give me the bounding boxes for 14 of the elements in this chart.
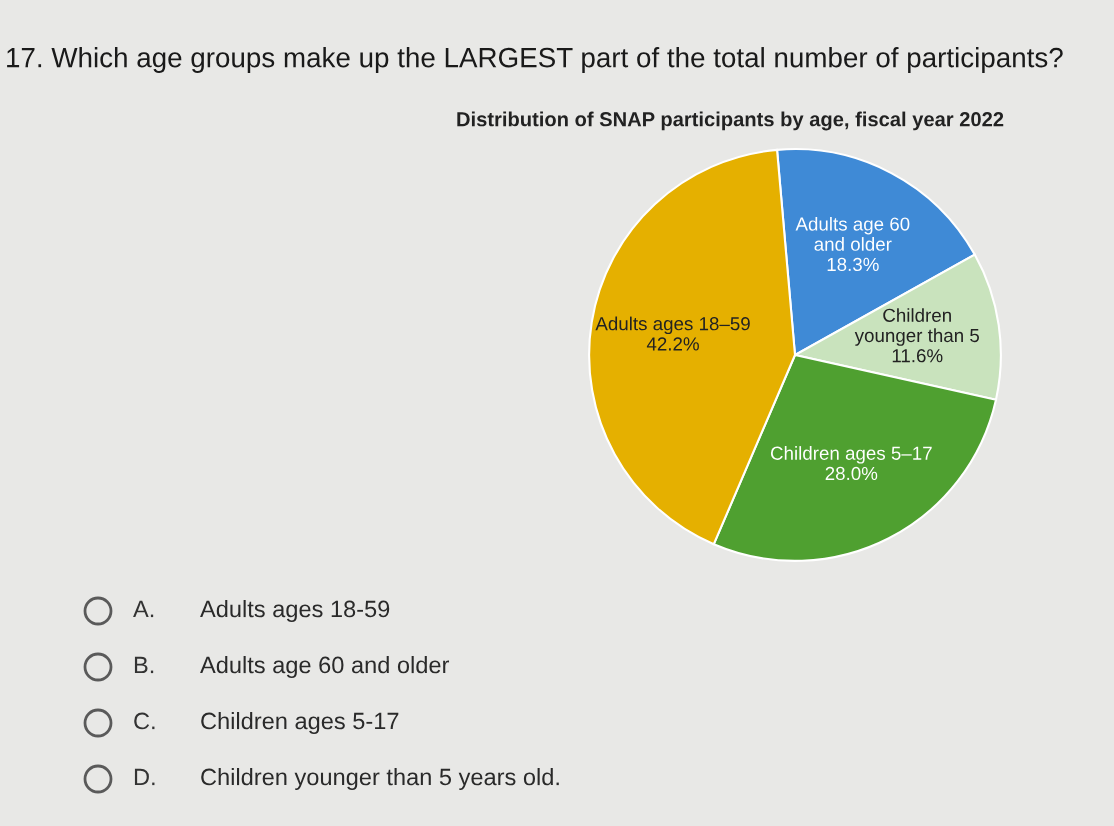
text: 17. Which age groups make up the LARGEST part of the total number of participants?	[7, 47, 1063, 73]
text: D. Children younger than 5 years old.	[134, 768, 559, 791]
data-label: 11.6%	[892, 349, 943, 363]
slice-label: Adults age 60 and older	[795, 216, 910, 251]
slice-label: Children younger than 5	[854, 308, 979, 346]
chart-title: Distribution of SNAP participants by age, fiscal year 2022	[457, 111, 1004, 131]
text: C. Children ages 5-17	[134, 712, 399, 735]
data-label: 42.2%	[646, 337, 699, 351]
data-label: 28.0%	[825, 466, 878, 481]
data-label: 18.3%	[827, 257, 879, 272]
slice-label: Adults ages 18–59	[595, 316, 750, 335]
text: A. Adults ages 18-59	[133, 599, 390, 623]
text: B. Adults age 60 and older	[134, 655, 450, 679]
slice-label: Children ages 5–17	[770, 446, 932, 464]
